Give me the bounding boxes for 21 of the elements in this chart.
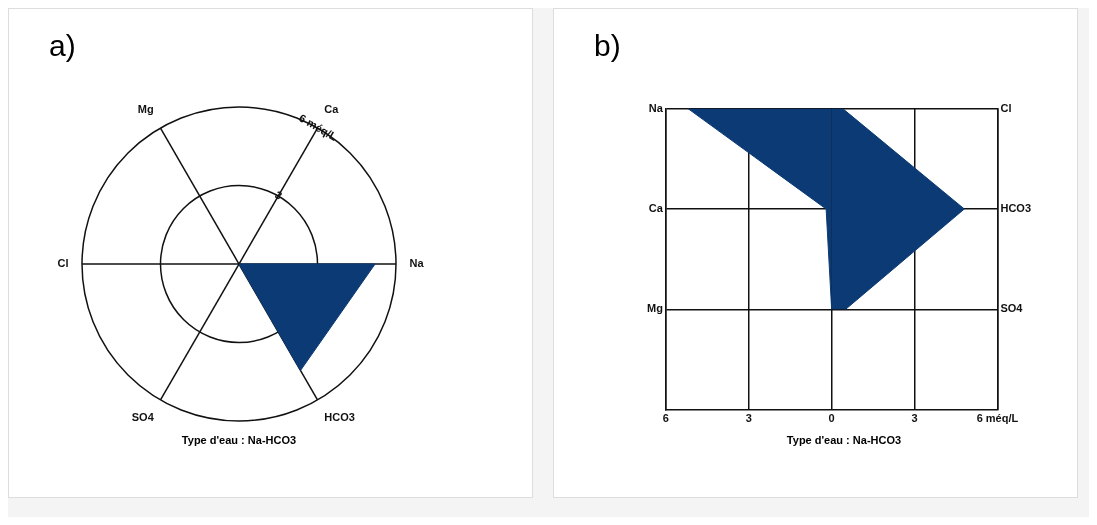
y-tick-label: Ca bbox=[648, 202, 664, 215]
text: Type d'eau : Na-HCO3 bbox=[180, 434, 298, 446]
chart-title: a) bbox=[49, 29, 76, 63]
y-tick-label: Na bbox=[648, 101, 664, 114]
x-tick-label: 6 bbox=[662, 412, 669, 425]
spoke-label: Ca bbox=[324, 102, 340, 115]
chart-title: b) bbox=[594, 29, 621, 63]
spoke-label: SO4 bbox=[131, 411, 155, 424]
x-tick-label: 6 méq/L bbox=[976, 412, 1019, 425]
x-tick-label: 3 bbox=[745, 412, 752, 425]
y2-tick-label: Cl bbox=[1000, 101, 1012, 114]
text: Type d'eau : Na-HCO3 bbox=[785, 434, 903, 446]
y-tick-label: Mg bbox=[646, 302, 663, 315]
y2-tick-label: HCO3 bbox=[1000, 202, 1031, 215]
x-tick-label: 0 bbox=[828, 412, 835, 425]
spoke-label: Na bbox=[409, 257, 425, 270]
y2-tick-label: SO4 bbox=[1000, 302, 1024, 315]
spoke-label: Mg bbox=[137, 102, 154, 115]
spoke-label: HCO3 bbox=[324, 411, 355, 424]
x-tick-label: 3 bbox=[911, 412, 918, 425]
spoke-label: Cl bbox=[57, 257, 69, 270]
